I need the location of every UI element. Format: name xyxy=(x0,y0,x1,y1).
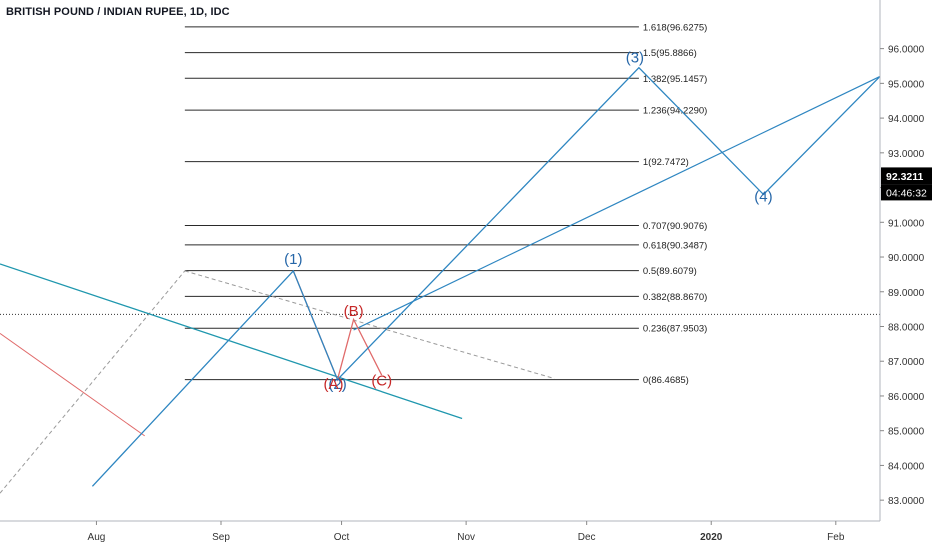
price-tick-label: 95.0000 xyxy=(888,79,925,90)
price-tick-label: 94.0000 xyxy=(888,114,925,125)
fib-level-label: 1(92.7472) xyxy=(643,157,689,168)
countdown-label: 04:46:32 xyxy=(886,187,927,199)
fib-level-label: 0.5(89.6079) xyxy=(643,266,697,277)
time-tick-label: Oct xyxy=(334,532,350,543)
price-tick-label: 88.0000 xyxy=(888,322,925,333)
current-price-label: 92.3211 xyxy=(886,171,924,183)
time-tick-label: 2020 xyxy=(700,532,723,543)
price-tick-label: 89.0000 xyxy=(888,288,925,299)
teal-trendline xyxy=(0,263,463,420)
fib-level-label: 0.236(87.9503) xyxy=(643,324,707,335)
countdown-tag xyxy=(881,184,932,201)
price-tick-label: 90.0000 xyxy=(888,253,925,264)
elliott-wave-line xyxy=(91,66,881,487)
fib-level-label: 1.382(95.1457) xyxy=(643,74,707,85)
time-tick-label: Sep xyxy=(212,532,230,543)
fib-retracement: 1.618(96.6275) 1.5(95.8866) 1.382(95.1457)… xyxy=(184,22,707,386)
price-axis[interactable]: 83.0000 84.0000 85.0000 86.0000 87.0000 88.00… xyxy=(879,0,932,521)
price-tick-label: 86.0000 xyxy=(888,392,925,403)
time-tick-label: Aug xyxy=(88,532,106,543)
wave-label: (C) xyxy=(371,373,392,390)
price-tick-label: 84.0000 xyxy=(888,461,925,472)
red-trendline xyxy=(0,332,145,437)
wave-labels: (1) (2) (3) (4) (A) (B) (C) xyxy=(284,50,772,393)
grey-dashed-trendline xyxy=(0,270,186,494)
wave-label: (4) xyxy=(754,188,772,205)
wave-label: (3) xyxy=(626,50,644,67)
red-abc-correction xyxy=(292,270,383,382)
channel-line xyxy=(353,75,881,331)
wave-label: (2) xyxy=(328,376,346,393)
wave-label: (1) xyxy=(284,251,302,268)
symbol-title[interactable]: BRITISH POUND / INDIAN RUPEE, 1D, IDC xyxy=(6,6,230,18)
time-tick-label: Nov xyxy=(457,532,475,543)
price-tick-label: 91.0000 xyxy=(888,218,925,229)
fib-level-label: 0.618(90.3487) xyxy=(643,240,707,251)
wave-label: (A) xyxy=(324,376,344,393)
price-tick-label: 83.0000 xyxy=(888,496,925,507)
grey-dashed-line xyxy=(184,270,555,380)
time-tick-label: Dec xyxy=(578,532,596,543)
price-tick-label: 93.0000 xyxy=(888,149,925,160)
fib-level-label: 1.5(95.8866) xyxy=(643,48,697,59)
fib-level-label: 0.382(88.8670) xyxy=(643,292,707,303)
price-tick-label: 96.0000 xyxy=(888,45,925,56)
current-price-tag xyxy=(881,167,932,185)
price-tick-label: 87.0000 xyxy=(888,357,925,368)
fib-level-label: 1.236(94.2290) xyxy=(643,106,707,117)
trend-lines xyxy=(0,66,881,494)
wave-label: (B) xyxy=(344,303,364,320)
time-tick-label: Feb xyxy=(827,532,845,543)
fib-level-label: 0(86.4685) xyxy=(643,375,689,386)
fib-level-label: 1.618(96.6275) xyxy=(643,22,707,33)
price-tick-label: 85.0000 xyxy=(888,427,925,438)
fib-level-label: 0.707(90.9076) xyxy=(643,221,707,232)
time-axis[interactable]: Aug Sep Oct Nov Dec 2020 Feb xyxy=(0,520,880,543)
